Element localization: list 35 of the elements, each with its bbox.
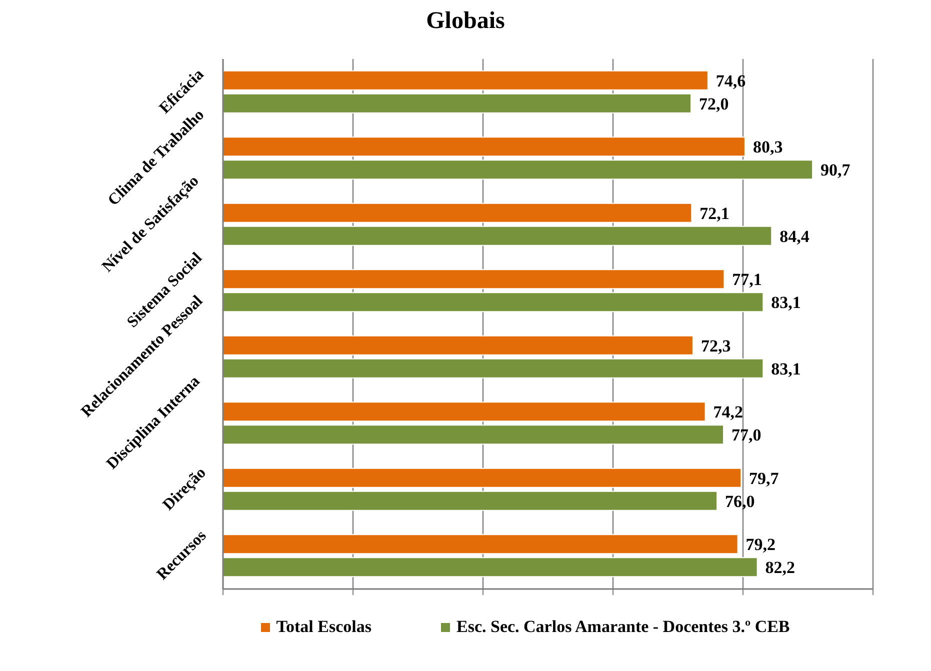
chart-title: Globais	[425, 8, 506, 35]
data-label: 72,3	[700, 336, 731, 356]
bar	[222, 468, 742, 488]
legend-label: Total Escolas	[276, 617, 372, 637]
data-label: 72,1	[700, 204, 730, 223]
bar	[222, 202, 692, 223]
bar	[222, 93, 692, 114]
bar	[222, 136, 746, 157]
bar	[222, 70, 708, 90]
bar	[222, 358, 764, 378]
bar	[222, 424, 724, 445]
data-label: 83,1	[771, 359, 801, 378]
data-label: 74,6	[716, 71, 746, 90]
data-label: 72,0	[699, 94, 729, 114]
data-label: 79,2	[746, 535, 776, 554]
bar	[222, 335, 694, 356]
bar	[222, 226, 772, 246]
bar	[222, 269, 725, 290]
data-label: 84,4	[780, 226, 810, 246]
legend-label: Esc. Sec. Carlos Amarante - Docentes 3.º CEB	[456, 617, 790, 637]
bar	[222, 557, 758, 578]
data-label: 77,0	[732, 426, 762, 445]
data-label: 82,2	[765, 558, 796, 578]
data-label: 79,7	[749, 468, 780, 488]
bar	[222, 292, 764, 312]
bar	[222, 402, 706, 422]
data-label: 76,0	[725, 492, 755, 511]
data-label: 90,7	[820, 160, 851, 180]
bar	[222, 160, 814, 180]
bar	[222, 534, 738, 554]
data-label: 77,1	[732, 270, 762, 290]
data-label: 83,1	[771, 293, 801, 312]
data-label: 80,3	[752, 138, 783, 157]
bar	[222, 490, 718, 511]
data-label: 74,2	[713, 402, 744, 422]
